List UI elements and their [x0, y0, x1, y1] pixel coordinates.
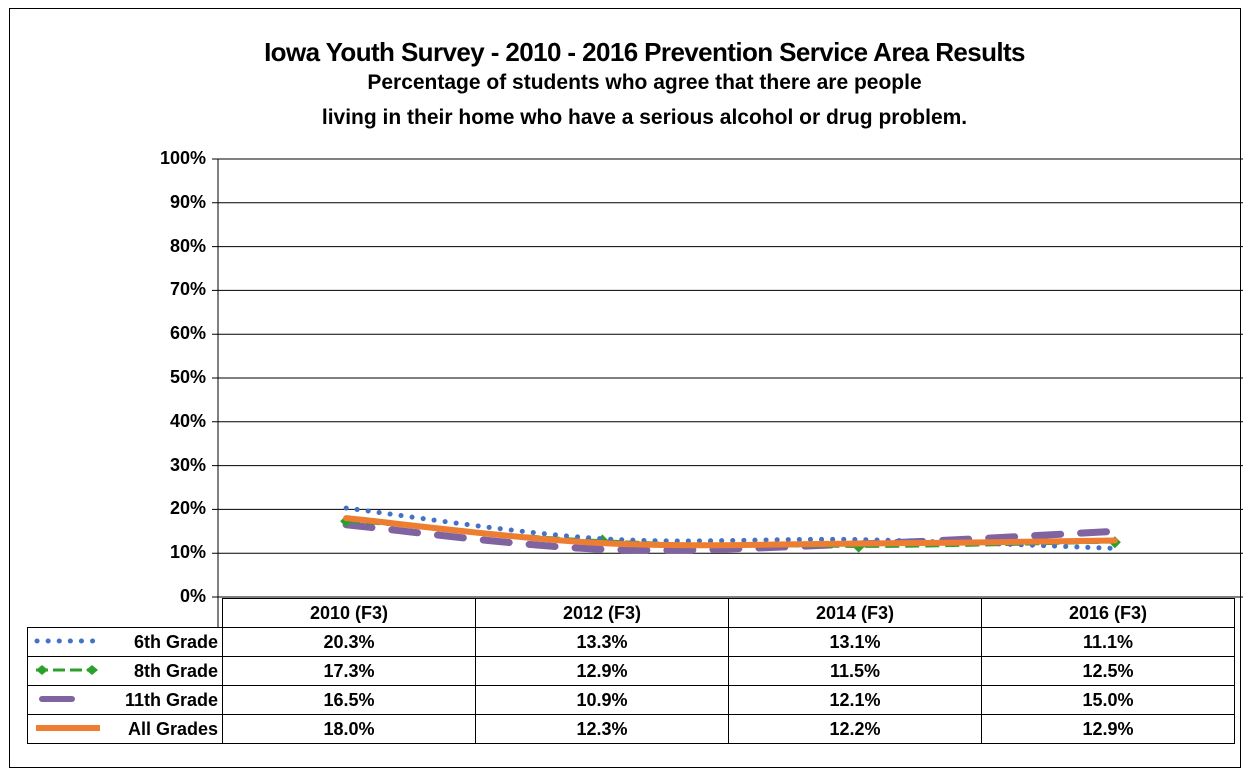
data-cell: 12.2% — [729, 715, 982, 744]
y-tick-label: 100% — [136, 148, 206, 169]
series-name: 8th Grade — [134, 661, 218, 681]
y-tick-label: 90% — [136, 192, 206, 213]
data-cell: 11.5% — [729, 657, 982, 686]
series-name: 6th Grade — [134, 632, 218, 652]
legend-key-11th-grade — [32, 688, 102, 710]
data-cell: 12.9% — [476, 657, 729, 686]
data-cell: 16.5% — [223, 686, 476, 715]
data-cell: 13.3% — [476, 628, 729, 657]
series-label-cell: 11th Grade — [28, 686, 223, 715]
data-cell: 12.3% — [476, 715, 729, 744]
data-cell: 11.1% — [982, 628, 1235, 657]
y-tick-label: 70% — [136, 279, 206, 300]
category-label: 2014 (F3) — [729, 599, 982, 628]
series-label-cell: 8th Grade — [28, 657, 223, 686]
data-cell: 12.5% — [982, 657, 1235, 686]
legend-key-8th-grade — [32, 659, 102, 681]
y-tick-label: 40% — [136, 411, 206, 432]
data-table-row: 11th Grade 16.5% 10.9% 12.1% 15.0% — [28, 686, 1235, 715]
y-tick-label: 60% — [136, 323, 206, 344]
data-cell: 12.9% — [982, 715, 1235, 744]
series-name: All Grades — [128, 719, 218, 739]
data-cell: 12.1% — [729, 686, 982, 715]
category-label: 2012 (F3) — [476, 599, 729, 628]
data-cell: 18.0% — [223, 715, 476, 744]
category-label: 2010 (F3) — [223, 599, 476, 628]
series-name: 11th Grade — [125, 690, 218, 710]
y-tick-label: 20% — [136, 498, 206, 519]
category-label: 2016 (F3) — [982, 599, 1235, 628]
data-table-row: All Grades 18.0% 12.3% 12.2% 12.9% — [28, 715, 1235, 744]
data-table-header-row: 2010 (F3) 2012 (F3) 2014 (F3) 2016 (F3) — [28, 599, 1235, 628]
data-cell: 10.9% — [476, 686, 729, 715]
data-cell: 17.3% — [223, 657, 476, 686]
y-tick-label: 80% — [136, 236, 206, 257]
data-table-row: 8th Grade 17.3% 12.9% 11.5% 12.5% — [28, 657, 1235, 686]
series-label-cell: All Grades — [28, 715, 223, 744]
series-label-cell: 6th Grade — [28, 628, 223, 657]
legend-key-all-grades — [32, 717, 102, 739]
data-table-row: 6th Grade 20.3% 13.3% 13.1% 11.1% — [28, 628, 1235, 657]
data-table-corner — [28, 599, 223, 628]
data-cell: 13.1% — [729, 628, 982, 657]
data-cell: 20.3% — [223, 628, 476, 657]
y-tick-label: 30% — [136, 455, 206, 476]
y-tick-label: 50% — [136, 367, 206, 388]
data-table: 2010 (F3) 2012 (F3) 2014 (F3) 2016 (F3) … — [27, 598, 1235, 744]
y-tick-label: 10% — [136, 542, 206, 563]
legend-key-6th-grade — [32, 630, 98, 652]
data-cell: 15.0% — [982, 686, 1235, 715]
